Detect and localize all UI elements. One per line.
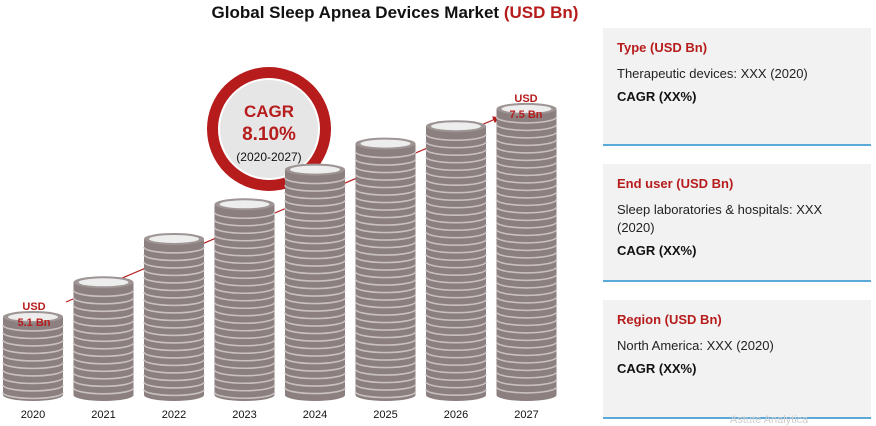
x-tick-label: 2027: [514, 409, 538, 421]
panel-desc: North America: XXX (2020): [617, 338, 774, 353]
type-panel: Type (USD Bn) Therapeutic devices: XXX (…: [603, 28, 871, 146]
panel-desc: Therapeutic devices: XXX (2020): [617, 66, 808, 81]
chart-title-unit: (USD Bn): [503, 3, 579, 22]
panel-title: End user (USD Bn): [617, 176, 734, 191]
x-tick-label: 2026: [444, 409, 468, 421]
region-panel: Region (USD Bn) North America: XXX (2020…: [603, 300, 871, 419]
panel-title: Type (USD Bn): [617, 40, 708, 55]
data-label-2020: 5.1 Bn: [17, 317, 50, 329]
x-tick-label: 2022: [162, 409, 186, 421]
coin-stack-bar: [2, 310, 64, 401]
cagr-value: 8.10%: [242, 124, 296, 145]
watermark-logo: Astute Analytica: [730, 414, 809, 426]
coin-stack-bar: [213, 198, 276, 401]
coin-stack-chart: 2020 2021 2022 2023 2024 2025 2026 2027 USD 5.1 B…: [2, 67, 558, 421]
coin-stack-bar: [72, 276, 135, 401]
x-tick-label: 2020: [21, 409, 45, 421]
cagr-period: (2020-2027): [236, 150, 302, 164]
coin-stack-bar: [143, 232, 205, 401]
data-label-2020: USD: [22, 301, 45, 313]
panel-desc: Sleep laboratories & hospitals: XXX (202…: [617, 202, 823, 235]
x-tick-label: 2024: [303, 409, 327, 421]
data-label-2027: 7.5 Bn: [509, 109, 542, 121]
chart-title-main: Global Sleep Apnea Devices Market: [211, 3, 500, 22]
panel-cagr: CAGR (XX%): [617, 243, 697, 258]
panel-cagr: CAGR (XX%): [617, 89, 697, 104]
coin-stack-bar: [284, 163, 346, 401]
panel-title: Region (USD Bn): [617, 312, 722, 327]
cagr-label: CAGR: [243, 102, 295, 121]
coin-stack-bar: [354, 137, 417, 401]
x-tick-label: 2023: [232, 409, 256, 421]
x-tick-label: 2021: [91, 409, 115, 421]
data-label-2027: USD: [514, 93, 537, 105]
x-tick-label: 2025: [373, 409, 397, 421]
chart-title: Global Sleep Apnea Devices Market (USD B…: [0, 3, 790, 23]
panel-cagr: CAGR (XX%): [617, 361, 697, 376]
coin-stack-bar: [425, 120, 487, 401]
coin-stack-bar: [495, 102, 558, 401]
cagr-badge: [207, 67, 331, 191]
end-user-panel: End user (USD Bn) Sleep laboratories & h…: [603, 164, 871, 282]
